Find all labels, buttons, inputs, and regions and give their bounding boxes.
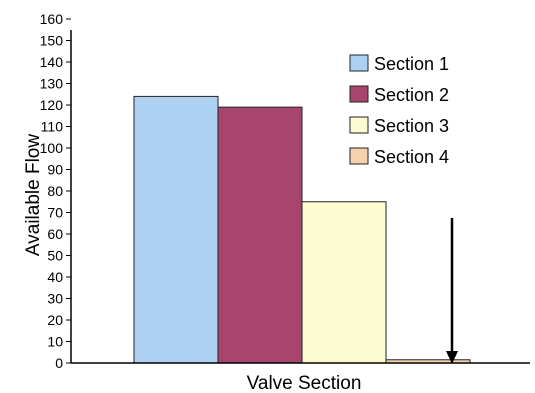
y-tick-label: 110 [41,119,64,135]
legend-label: Section 2 [374,85,449,105]
y-tick-label: 120 [40,97,64,113]
legend: Section 1 Section 2 Section 3 Section 4 [349,54,449,167]
x-axis-title: Valve Section [247,373,362,393]
legend-swatch [349,116,369,134]
y-tick-label: 20 [47,312,63,328]
y-tick-label: 130 [40,76,64,92]
y-tick-label: 0 [55,355,63,371]
legend-label: Section 1 [374,54,449,74]
y-tick-label: 80 [47,183,63,199]
legend-swatch [349,147,369,165]
bar-section-1 [133,95,219,364]
y-axis-title: Available Flow [23,134,44,256]
y-axis-ticks: 0 10 20 30 40 50 60 70 80 90 100 110 120 130 140 150 160 [40,11,71,371]
down-arrow-annotation [446,218,458,364]
legend-swatch [349,54,369,72]
bar-section-3 [301,201,387,364]
y-tick-label: 40 [47,269,63,285]
y-tick-label: 10 [47,334,63,350]
legend-swatch [349,85,369,103]
y-tick-label: 70 [47,205,63,221]
y-tick-label: 30 [47,291,63,307]
y-tick-label: 50 [47,248,63,264]
y-tick-label: 160 [40,11,64,27]
y-tick-label: 90 [47,162,63,178]
legend-label: Section 3 [374,116,449,136]
arrow-head [446,351,458,364]
bars [133,95,471,364]
y-tick-label: 140 [40,54,64,70]
legend-label: Section 4 [374,147,449,167]
bar-section-2 [217,106,303,364]
y-tick-label: 100 [40,140,64,156]
y-tick-label: 150 [40,33,64,49]
y-tick-label: 60 [47,226,63,242]
